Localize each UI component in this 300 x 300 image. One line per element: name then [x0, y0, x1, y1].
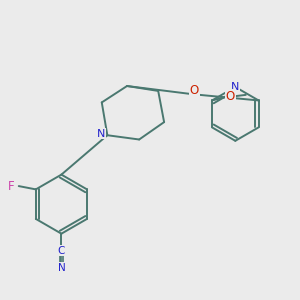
Text: O: O	[190, 84, 199, 97]
Text: N: N	[58, 263, 65, 273]
Text: O: O	[226, 90, 235, 103]
Text: N: N	[97, 129, 106, 139]
Text: C: C	[58, 246, 65, 256]
Text: N: N	[231, 82, 239, 92]
Text: F: F	[8, 180, 15, 193]
